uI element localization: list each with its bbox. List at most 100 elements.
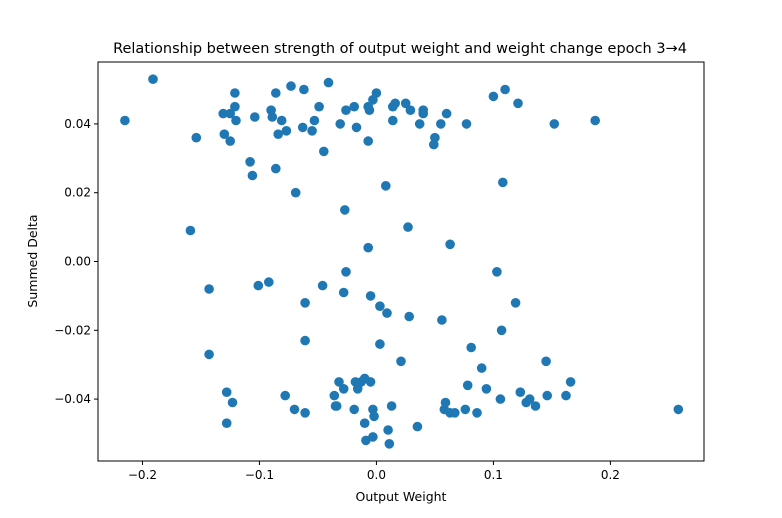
data-point — [286, 81, 296, 91]
data-point — [148, 74, 158, 84]
x-tick-label: 0.0 — [367, 468, 386, 482]
data-point — [267, 112, 278, 122]
data-point — [375, 339, 385, 349]
data-point — [307, 126, 317, 136]
data-point — [510, 298, 521, 308]
data-point — [383, 425, 393, 435]
data-point — [218, 108, 228, 119]
data-point — [271, 88, 281, 98]
data-point — [219, 129, 230, 139]
data-point — [289, 404, 300, 415]
data-point — [281, 126, 292, 136]
data-point — [369, 411, 379, 422]
data-point — [191, 132, 202, 143]
y-tick-label: −0.04 — [54, 392, 91, 406]
data-point — [492, 267, 502, 277]
data-point — [221, 418, 232, 429]
data-point — [549, 119, 560, 129]
data-point — [495, 394, 506, 404]
data-point — [437, 315, 447, 325]
data-point — [462, 380, 473, 391]
data-point — [290, 187, 301, 198]
ticks-layer: −0.2 −0.1 0.0 0.1 0.2 −0.04 −0.02 0.00 0.02 0.04 — [54, 117, 620, 482]
data-point — [388, 115, 398, 126]
data-point — [365, 291, 376, 301]
data-point — [382, 308, 392, 318]
data-point — [381, 181, 391, 191]
data-point — [496, 325, 507, 336]
y-axis-label: Summed Delta — [25, 214, 40, 307]
data-point — [541, 356, 551, 367]
data-point — [498, 177, 508, 188]
data-point — [405, 105, 416, 115]
data-point — [230, 101, 240, 112]
data-point — [276, 115, 287, 126]
data-point — [335, 119, 346, 129]
data-point — [280, 390, 291, 401]
data-point — [450, 408, 460, 418]
data-point — [368, 432, 378, 442]
data-point — [363, 136, 374, 146]
x-tick-label: −0.2 — [128, 468, 157, 482]
data-point — [300, 298, 310, 308]
data-point — [314, 101, 324, 112]
data-point — [481, 384, 492, 394]
data-point — [341, 267, 351, 277]
data-point — [430, 132, 440, 143]
data-point — [227, 397, 238, 408]
data-point — [466, 342, 477, 353]
data-point — [329, 390, 340, 401]
y-tick-label: 0.04 — [64, 117, 91, 131]
data-point — [561, 390, 571, 401]
data-point — [375, 301, 385, 312]
x-axis-label: Output Weight — [356, 489, 447, 504]
data-point — [299, 84, 309, 95]
data-point — [673, 404, 684, 415]
data-point — [317, 280, 328, 291]
data-point — [404, 311, 415, 322]
x-tick-label: 0.1 — [484, 468, 503, 482]
y-tick-label: 0.00 — [64, 255, 91, 269]
data-point — [371, 88, 382, 98]
data-point — [445, 239, 455, 250]
data-point — [309, 115, 320, 126]
x-tick-label: −0.1 — [245, 468, 274, 482]
data-point — [351, 122, 362, 133]
data-point — [414, 119, 425, 129]
data-point — [264, 277, 274, 287]
data-point — [530, 401, 541, 411]
data-point — [271, 163, 281, 174]
data-point — [460, 404, 471, 415]
x-tick-label: 0.2 — [601, 468, 620, 482]
data-point — [331, 401, 342, 411]
data-point — [500, 84, 510, 95]
data-point — [412, 421, 423, 432]
data-point — [386, 401, 397, 411]
data-point — [273, 129, 284, 139]
data-point — [513, 98, 523, 109]
plot-frame — [97, 61, 705, 462]
data-point — [476, 363, 487, 373]
chart-title: Relationship between strength of output … — [113, 41, 687, 57]
data-point — [349, 404, 360, 415]
data-point — [390, 98, 401, 109]
data-point — [341, 105, 351, 115]
data-point — [359, 418, 370, 429]
data-point — [338, 384, 349, 394]
data-point — [334, 377, 344, 387]
data-point — [441, 108, 452, 119]
y-tick-label: −0.02 — [54, 323, 91, 337]
data-point — [515, 387, 526, 398]
data-point — [396, 356, 406, 367]
points-layer — [120, 74, 684, 449]
data-point — [204, 284, 214, 294]
data-point — [364, 105, 375, 115]
data-point — [590, 115, 600, 126]
data-point — [365, 377, 376, 387]
data-point — [300, 408, 310, 418]
data-point — [247, 170, 258, 181]
data-point — [231, 115, 241, 126]
data-point — [250, 112, 260, 122]
data-point — [204, 349, 214, 360]
